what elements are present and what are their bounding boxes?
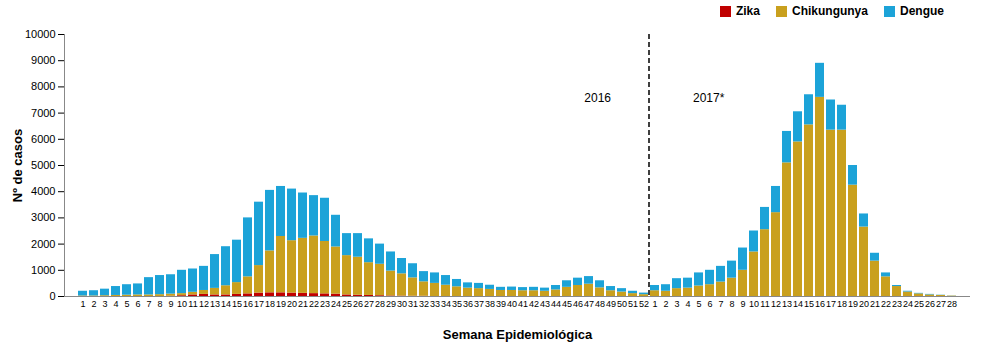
- svg-text:38: 38: [485, 299, 495, 309]
- html-text:Chikungunya: Chikungunya: [792, 4, 868, 18]
- svg-text:1: 1: [652, 299, 657, 309]
- svg-text:3: 3: [674, 299, 679, 309]
- svg-text:6: 6: [707, 299, 712, 309]
- svg-text:7000: 7000: [31, 107, 55, 119]
- svg-text:43: 43: [540, 299, 550, 309]
- svg-text:35: 35: [452, 299, 462, 309]
- svg-text:2000: 2000: [31, 238, 55, 250]
- svg-text:45: 45: [562, 299, 572, 309]
- svg-text:21: 21: [298, 299, 308, 309]
- svg-text:10: 10: [749, 299, 759, 309]
- svg-text:26: 26: [925, 299, 935, 309]
- svg-text:23: 23: [892, 299, 902, 309]
- svg-text:2: 2: [91, 299, 96, 309]
- svg-text:11: 11: [760, 299, 769, 309]
- svg-text:39: 39: [496, 299, 506, 309]
- svg-text:28: 28: [947, 299, 957, 309]
- html-text:Zika: Zika: [736, 4, 760, 18]
- svg-text:27: 27: [364, 299, 374, 309]
- svg-text:6: 6: [135, 299, 140, 309]
- svg-text:41: 41: [518, 299, 528, 309]
- svg-text:18: 18: [837, 299, 847, 309]
- svg-text:2: 2: [663, 299, 668, 309]
- svg-text:19: 19: [276, 299, 286, 309]
- svg-text:9000: 9000: [31, 54, 55, 66]
- svg-text:4: 4: [113, 299, 118, 309]
- svg-text:14: 14: [793, 299, 803, 309]
- svg-text:8: 8: [157, 299, 162, 309]
- svg-text:36: 36: [463, 299, 473, 309]
- svg-text:Nº de casos: Nº de casos: [10, 129, 25, 202]
- svg-text:15: 15: [804, 299, 814, 309]
- svg-text:16: 16: [243, 299, 253, 309]
- svg-text:3: 3: [102, 299, 107, 309]
- svg-text:30: 30: [397, 299, 407, 309]
- svg-text:44: 44: [551, 299, 561, 309]
- svg-text:12: 12: [771, 299, 781, 309]
- svg-text:25: 25: [914, 299, 924, 309]
- svg-text:8000: 8000: [31, 80, 55, 92]
- svg-text:21: 21: [870, 299, 880, 309]
- svg-text:51: 51: [628, 299, 638, 309]
- svg-text:4000: 4000: [31, 185, 55, 197]
- svg-text:1000: 1000: [31, 264, 55, 276]
- html-text:Dengue: Dengue: [900, 4, 944, 18]
- svg-text:8: 8: [729, 299, 734, 309]
- svg-text:15: 15: [232, 299, 242, 309]
- svg-text:3000: 3000: [31, 211, 55, 223]
- svg-text:13: 13: [782, 299, 792, 309]
- svg-text:20: 20: [287, 299, 297, 309]
- svg-text:50: 50: [617, 299, 627, 309]
- svg-text:5000: 5000: [31, 159, 55, 171]
- svg-text:22: 22: [309, 299, 319, 309]
- svg-text:9: 9: [740, 299, 745, 309]
- svg-text:22: 22: [881, 299, 891, 309]
- svg-text:33: 33: [430, 299, 440, 309]
- svg-text:37: 37: [474, 299, 484, 309]
- svg-text:31: 31: [408, 299, 418, 309]
- svg-text:0: 0: [49, 290, 55, 302]
- svg-text:2016: 2016: [584, 91, 611, 105]
- svg-text:16: 16: [815, 299, 825, 309]
- svg-text:2017*: 2017*: [693, 91, 725, 105]
- svg-text:34: 34: [441, 299, 451, 309]
- svg-text:23: 23: [320, 299, 330, 309]
- svg-text:5: 5: [124, 299, 129, 309]
- svg-text:42: 42: [529, 299, 539, 309]
- svg-text:52: 52: [639, 299, 649, 309]
- svg-text:18: 18: [265, 299, 275, 309]
- svg-text:17: 17: [826, 299, 836, 309]
- svg-text:4: 4: [685, 299, 690, 309]
- svg-text:24: 24: [331, 299, 341, 309]
- svg-text:10: 10: [177, 299, 187, 309]
- svg-text:40: 40: [507, 299, 517, 309]
- svg-text:11: 11: [188, 299, 197, 309]
- svg-text:7: 7: [146, 299, 151, 309]
- svg-text:47: 47: [584, 299, 594, 309]
- svg-text:1: 1: [80, 299, 85, 309]
- svg-text:13: 13: [210, 299, 220, 309]
- svg-text:19: 19: [848, 299, 858, 309]
- svg-text:28: 28: [375, 299, 385, 309]
- svg-text:32: 32: [419, 299, 429, 309]
- svg-text:26: 26: [353, 299, 363, 309]
- svg-text:25: 25: [342, 299, 352, 309]
- svg-text:9: 9: [168, 299, 173, 309]
- svg-text:14: 14: [221, 299, 231, 309]
- svg-text:29: 29: [386, 299, 396, 309]
- svg-text:48: 48: [595, 299, 605, 309]
- svg-text:46: 46: [573, 299, 583, 309]
- svg-text:12: 12: [199, 299, 209, 309]
- svg-text:49: 49: [606, 299, 616, 309]
- svg-text:17: 17: [254, 299, 264, 309]
- svg-text:5: 5: [696, 299, 701, 309]
- svg-text:24: 24: [903, 299, 913, 309]
- svg-text:10000: 10000: [25, 28, 56, 40]
- svg-text:20: 20: [859, 299, 869, 309]
- svg-text:Semana Epidemiológica: Semana Epidemiológica: [443, 327, 593, 342]
- svg-text:7: 7: [718, 299, 723, 309]
- svg-text:27: 27: [936, 299, 946, 309]
- svg-text:6000: 6000: [31, 133, 55, 145]
